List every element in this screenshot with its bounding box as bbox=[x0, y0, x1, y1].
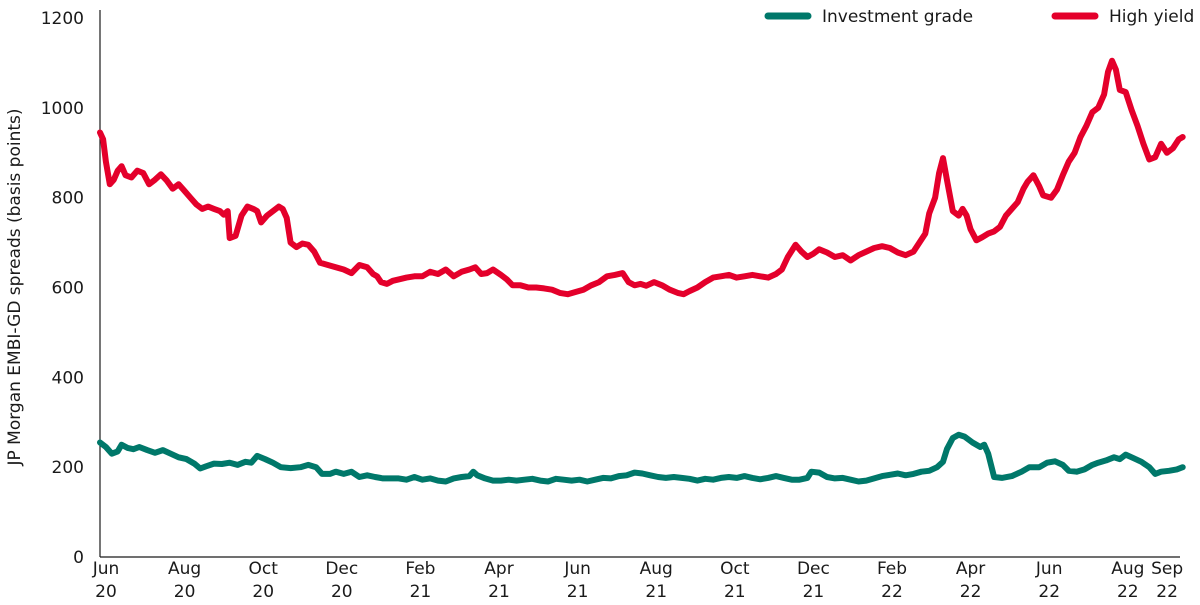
x-tick-label: Jun 21 bbox=[563, 559, 591, 600]
x-tick-label: Dec 21 bbox=[797, 559, 830, 600]
legend-label: High yield bbox=[1109, 7, 1194, 27]
y-axis-ticks: 0 200 400 600 800 1000 1200 bbox=[41, 9, 84, 568]
x-tick-label: Oct 21 bbox=[720, 559, 750, 600]
x-tick-label: Feb 21 bbox=[405, 559, 435, 600]
series-layer bbox=[97, 57, 1186, 485]
y-tick-label: 400 bbox=[52, 368, 84, 388]
legend: Investment grade High yield bbox=[764, 7, 1194, 27]
x-tick-label: Dec 20 bbox=[325, 559, 358, 600]
x-tick-label: Apr 22 bbox=[956, 559, 985, 600]
axes bbox=[99, 10, 1180, 558]
x-tick-label: Aug 21 bbox=[640, 559, 673, 600]
y-tick-label: 200 bbox=[52, 458, 84, 478]
x-tick-label: Aug 22 bbox=[1111, 559, 1144, 600]
x-tick-label: Jun 20 bbox=[92, 559, 120, 600]
y-tick-label: 800 bbox=[52, 189, 84, 209]
legend-item: Investment grade bbox=[764, 7, 973, 27]
y-tick-label: 1000 bbox=[41, 99, 84, 119]
series-line-investment-grade bbox=[97, 431, 1186, 485]
x-tick-label: Sep 22 bbox=[1151, 559, 1183, 600]
y-axis-title: JP Morgan EMBI-GD spreads (basis points) bbox=[5, 108, 25, 466]
x-tick-label: Oct 20 bbox=[248, 559, 278, 600]
y-tick-label: 1200 bbox=[41, 9, 84, 29]
legend-label: Investment grade bbox=[822, 7, 973, 27]
series-line-high-yield bbox=[97, 57, 1186, 298]
x-tick-label: Apr 21 bbox=[484, 559, 513, 600]
y-tick-label: 600 bbox=[52, 279, 84, 299]
y-tick-label: 0 bbox=[73, 548, 84, 568]
x-axis-ticks: Jun 20 Aug 20 Oct 20 Dec 20 Feb 21 Apr 21 Jun 21 Aug 21… bbox=[92, 559, 1183, 602]
x-tick-label: Jun 22 bbox=[1035, 559, 1063, 600]
legend-item: High yield bbox=[1051, 7, 1194, 27]
x-tick-label: Aug 20 bbox=[168, 559, 201, 600]
x-tick-label: Feb 22 bbox=[877, 559, 907, 600]
